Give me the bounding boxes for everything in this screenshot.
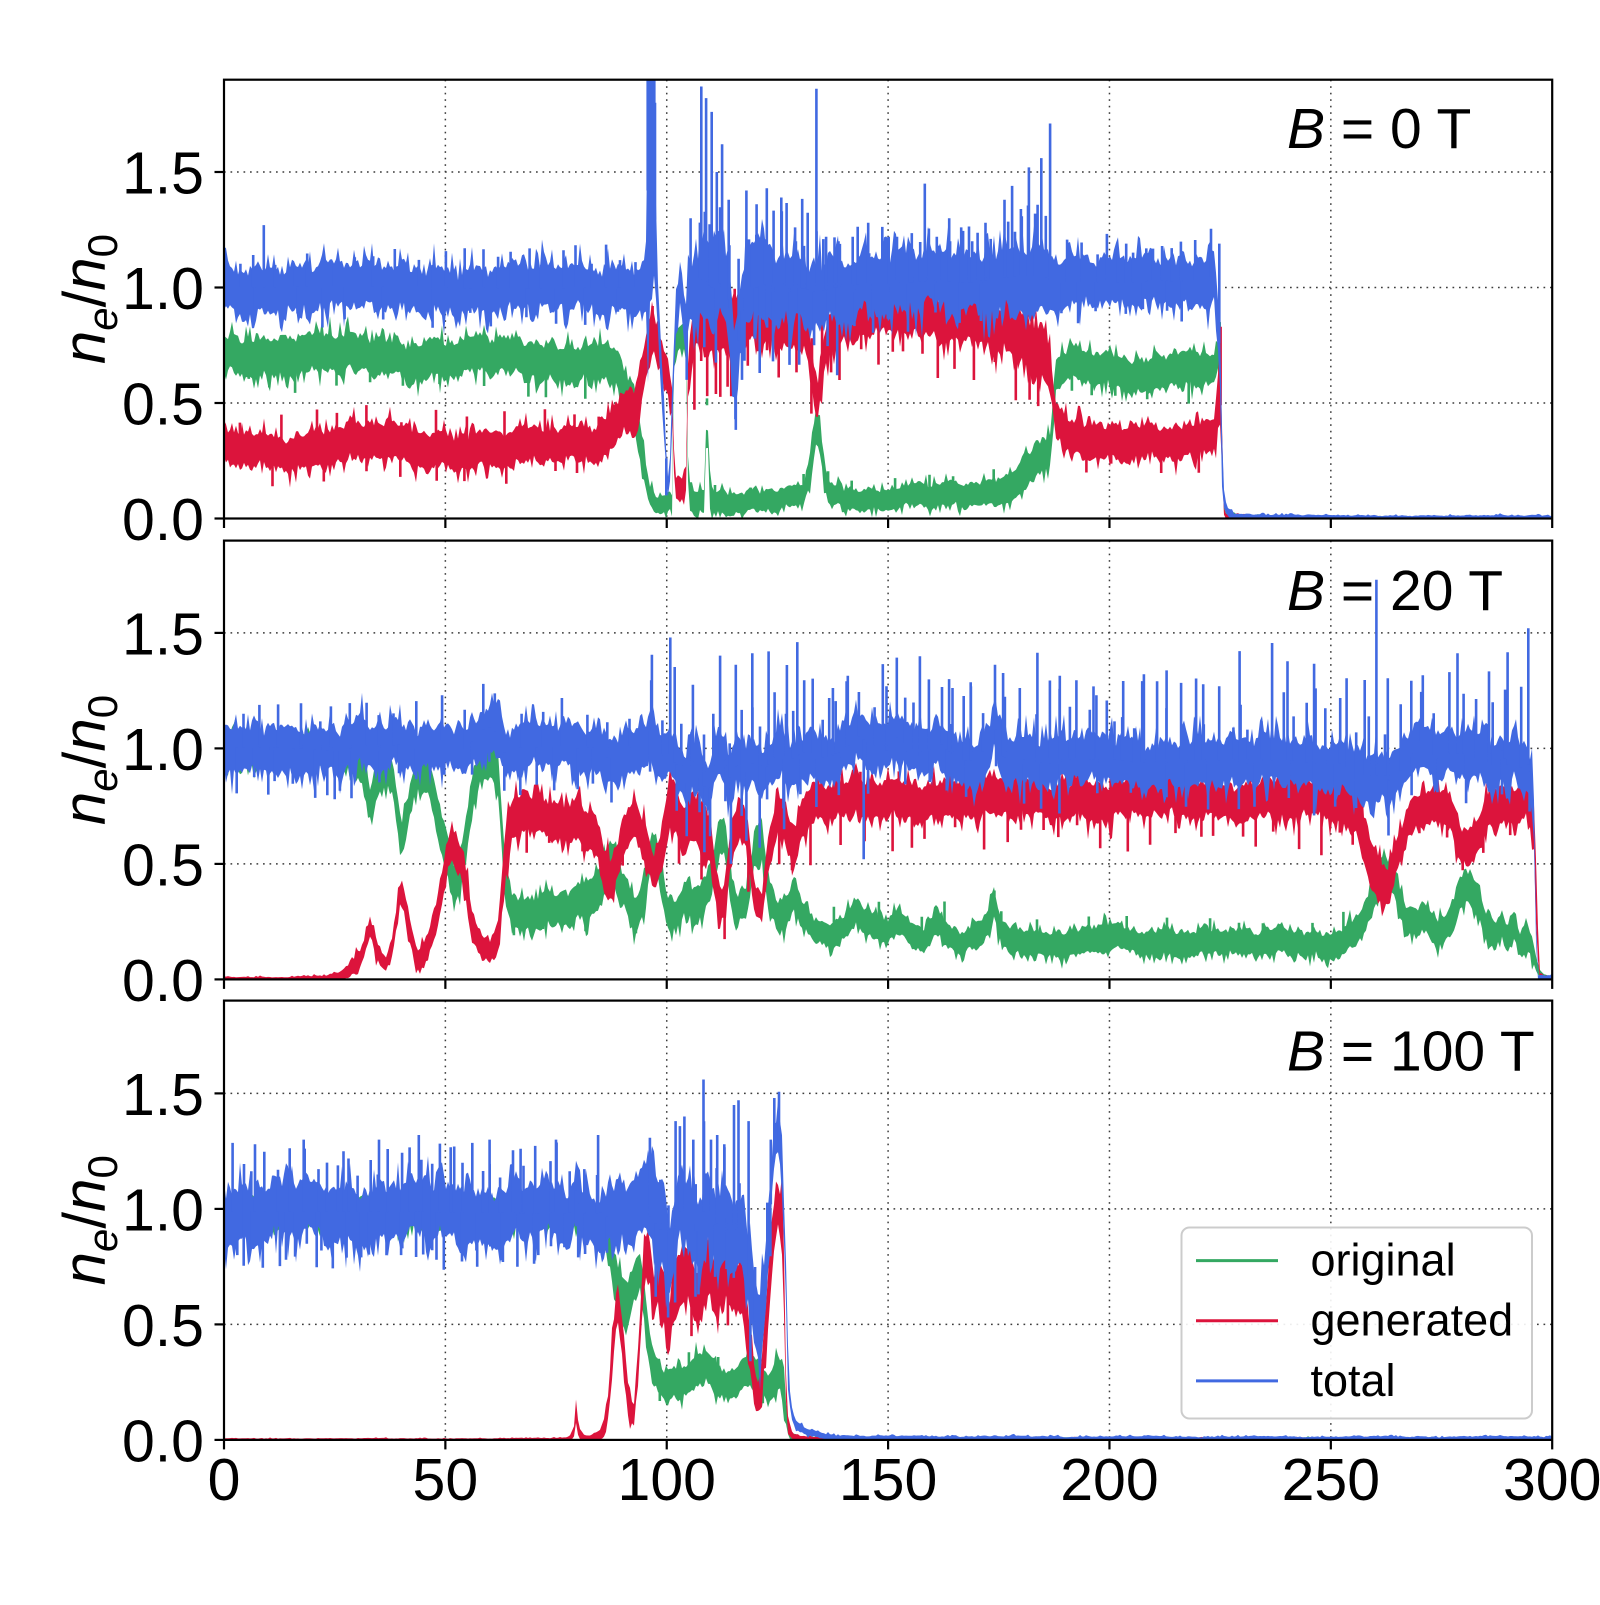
svg-text:0: 0 (208, 1447, 241, 1513)
svg-text:0.0: 0.0 (122, 487, 204, 553)
svg-text:original: original (1311, 1235, 1456, 1286)
svg-text:generated: generated (1311, 1295, 1514, 1346)
svg-text:1.5: 1.5 (122, 1062, 204, 1128)
svg-text:200: 200 (1060, 1447, 1158, 1513)
svg-text:1.5: 1.5 (122, 601, 204, 667)
svg-text:250: 250 (1282, 1447, 1380, 1513)
svg-text:1.0: 1.0 (122, 717, 204, 783)
svg-text:B = 100 T: B = 100 T (1287, 1020, 1535, 1084)
svg-text:1.0: 1.0 (122, 256, 204, 322)
svg-text:0.0: 0.0 (122, 1408, 204, 1474)
svg-text:total: total (1311, 1355, 1396, 1406)
svg-text:1.5: 1.5 (122, 141, 204, 207)
svg-text:100: 100 (618, 1447, 716, 1513)
svg-text:300: 300 (1503, 1447, 1600, 1513)
svg-text:ne/n0: ne/n0 (51, 1155, 126, 1285)
svg-text:0.5: 0.5 (122, 1293, 204, 1359)
svg-text:0.5: 0.5 (122, 372, 204, 438)
svg-text:0.5: 0.5 (122, 832, 204, 898)
svg-text:50: 50 (413, 1447, 479, 1513)
svg-text:0.0: 0.0 (122, 948, 204, 1014)
svg-text:1.0: 1.0 (122, 1177, 204, 1243)
svg-text:150: 150 (839, 1447, 937, 1513)
svg-text:ne/n0: ne/n0 (51, 695, 126, 825)
svg-text:ne/n0: ne/n0 (51, 234, 126, 364)
svg-text:B = 20 T: B = 20 T (1287, 559, 1503, 623)
svg-text:B = 0 T: B = 0 T (1287, 97, 1471, 161)
